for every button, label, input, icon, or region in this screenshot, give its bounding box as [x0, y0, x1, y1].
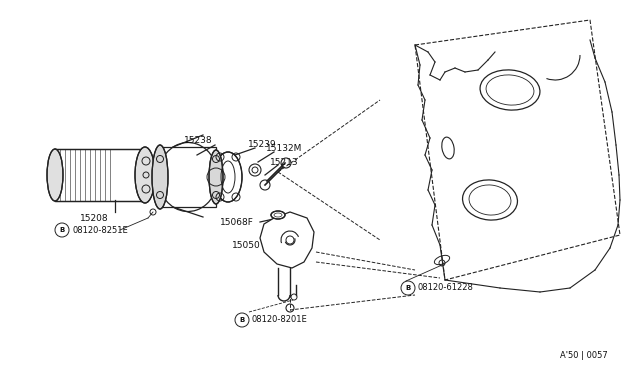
Text: 15208: 15208	[80, 214, 109, 222]
Ellipse shape	[209, 150, 223, 204]
Text: 15050: 15050	[232, 241, 260, 250]
Bar	[160, 147, 216, 207]
Text: B: B	[60, 227, 65, 233]
Text: 08120-8201E: 08120-8201E	[252, 315, 308, 324]
Text: 15238: 15238	[184, 135, 212, 144]
Text: 15068F: 15068F	[220, 218, 254, 227]
Polygon shape	[260, 212, 314, 268]
Text: B: B	[239, 317, 244, 323]
Text: 15239: 15239	[248, 140, 276, 148]
Text: A'50 | 0057: A'50 | 0057	[560, 350, 608, 359]
Ellipse shape	[214, 152, 242, 202]
Text: B: B	[405, 285, 411, 291]
Ellipse shape	[152, 145, 168, 209]
Ellipse shape	[271, 211, 285, 219]
Text: 15132M: 15132M	[266, 144, 302, 153]
Text: 15213: 15213	[270, 157, 299, 167]
Bar	[55, 149, 145, 201]
Ellipse shape	[47, 149, 63, 201]
Text: 08120-8251E: 08120-8251E	[72, 225, 128, 234]
Ellipse shape	[135, 147, 155, 203]
Polygon shape	[415, 20, 620, 280]
Text: 08120-61228: 08120-61228	[418, 283, 474, 292]
